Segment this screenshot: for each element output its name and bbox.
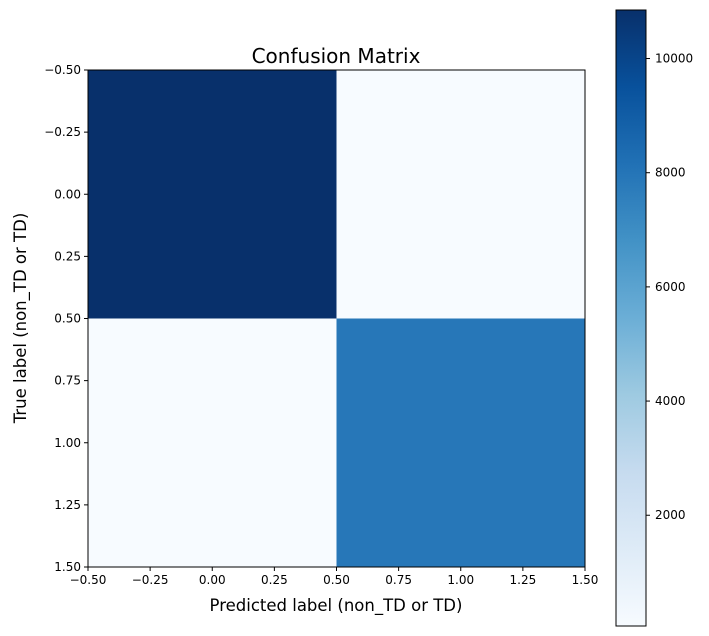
y-axis-title: True label (non_TD or TD) xyxy=(11,213,31,425)
heatmap-cells xyxy=(88,70,585,567)
x-axis-ticks: −0.50 −0.25 0.00 0.25 0.50 0.75 1.00 1.25 1.50 xyxy=(70,567,599,587)
heatmap-cell-1-0 xyxy=(88,318,337,567)
y-axis-ticks: −0.50 −0.25 0.00 0.25 0.50 0.75 1.00 1.25 1.50 xyxy=(44,63,88,574)
colorbar-tick-label: 6000 xyxy=(655,280,686,294)
x-tick-label: −0.50 xyxy=(70,573,107,587)
x-tick-label: 0.25 xyxy=(261,573,288,587)
y-tick-label: 1.00 xyxy=(54,436,81,450)
x-tick-label: 1.00 xyxy=(447,573,474,587)
x-tick-label: 1.50 xyxy=(572,573,599,587)
heatmap-cell-1-1 xyxy=(336,318,585,567)
colorbar-tick-label: 10000 xyxy=(655,52,693,66)
y-tick-label: 0.50 xyxy=(54,312,81,326)
y-tick-label: 0.75 xyxy=(54,374,81,388)
y-tick-label: −0.25 xyxy=(44,125,81,139)
x-tick-label: 0.50 xyxy=(323,573,350,587)
x-tick-label: 0.75 xyxy=(385,573,412,587)
y-tick-label: 0.00 xyxy=(54,187,81,201)
y-tick-label: 1.25 xyxy=(54,498,81,512)
colorbar-tick-label: 8000 xyxy=(655,166,686,180)
colorbar xyxy=(615,9,647,627)
y-tick-label: −0.50 xyxy=(44,63,81,77)
colorbar-tick-label: 4000 xyxy=(655,394,686,408)
y-tick-label: 0.25 xyxy=(54,249,81,263)
colorbar-ticks: 2000 4000 6000 8000 10000 xyxy=(646,52,693,522)
x-axis-title: Predicted label (non_TD or TD) xyxy=(210,596,463,616)
x-tick-label: 1.25 xyxy=(510,573,537,587)
heatmap-cell-0-1 xyxy=(336,70,585,319)
y-tick-label: 1.50 xyxy=(54,560,81,574)
chart-title: Confusion Matrix xyxy=(252,44,421,68)
x-tick-label: 0.00 xyxy=(199,573,226,587)
x-tick-label: −0.25 xyxy=(132,573,169,587)
colorbar-tick-label: 2000 xyxy=(655,508,686,522)
heatmap-cell-0-0 xyxy=(88,70,337,319)
